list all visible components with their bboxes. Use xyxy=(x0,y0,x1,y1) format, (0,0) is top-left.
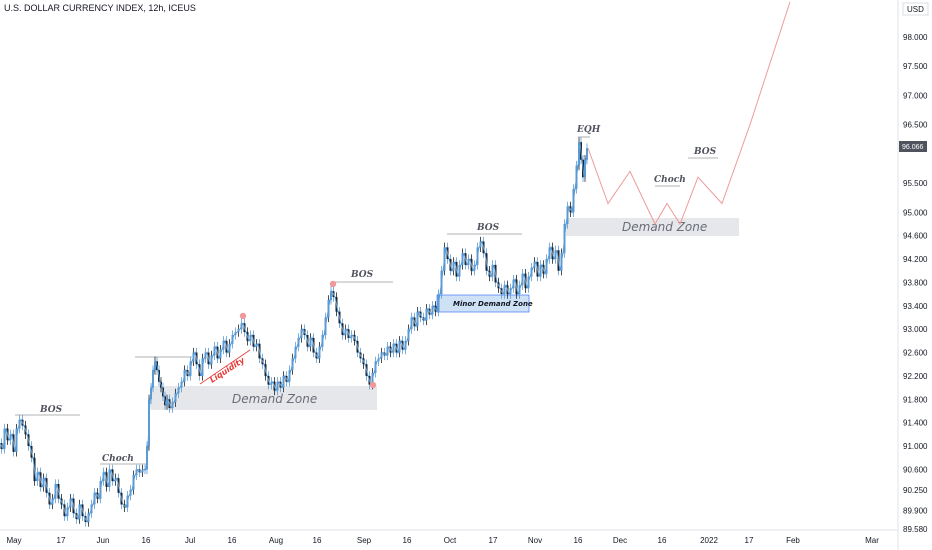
eqh-label: EQH xyxy=(576,125,601,135)
current-price-tag: 96.066 xyxy=(902,144,924,151)
time-tick-label: Mar xyxy=(865,536,879,545)
price-tick-label: 89.900 xyxy=(903,506,928,515)
time-tick-label: 16 xyxy=(574,536,583,545)
chart-title: U.S. DOLLAR CURRENCY INDEX, 12h, ICEUS xyxy=(4,3,196,13)
time-tick-label: 16 xyxy=(313,536,322,545)
price-tick-label: 90.250 xyxy=(903,486,928,495)
price-axis[interactable]: 98.000 97.500 97.000 96.500 95.500 95.000 94.6… xyxy=(903,33,928,534)
liquidity-trendline[interactable] xyxy=(199,349,251,385)
bos-label-2: BOS xyxy=(350,270,374,280)
price-tick-label: 90.600 xyxy=(903,465,928,474)
price-tick-label: 91.800 xyxy=(903,395,928,404)
time-tick-label: Jul xyxy=(185,536,195,545)
minor-demand-zone-label: Minor Demand Zone xyxy=(453,300,533,308)
projection-series[interactable] xyxy=(587,1,791,226)
price-tick-label: 97.000 xyxy=(903,91,928,100)
time-tick-label: May xyxy=(6,536,21,545)
price-tick-label: 92.600 xyxy=(903,349,928,358)
minor-demand-zone[interactable] xyxy=(436,294,530,313)
time-tick-label: Oct xyxy=(444,536,457,545)
swing-high-marker xyxy=(239,312,247,320)
time-tick-label: Feb xyxy=(786,536,800,545)
price-tick-label: 95.500 xyxy=(903,179,928,188)
demand-zone-2[interactable] xyxy=(566,218,739,236)
time-tick-label: Nov xyxy=(528,536,542,545)
price-tick-label: 96.500 xyxy=(903,121,928,130)
price-tick-label: 97.500 xyxy=(903,62,928,71)
price-tick-label: 98.000 xyxy=(903,33,928,42)
time-tick-label: 16 xyxy=(142,536,151,545)
time-tick-label: Jun xyxy=(97,536,110,545)
bos-label-4: BOS xyxy=(693,147,717,157)
time-tick-label: Sep xyxy=(357,536,372,545)
time-tick-label: Aug xyxy=(269,536,283,545)
price-series xyxy=(0,142,589,524)
sweep-low-marker xyxy=(369,381,377,389)
bos-label-1: BOS xyxy=(39,405,63,415)
price-tick-label: 93.400 xyxy=(903,302,928,311)
time-tick-label: Dec xyxy=(613,536,627,545)
currency-label: USD xyxy=(907,5,924,14)
price-tick-label: 91.400 xyxy=(903,419,928,428)
time-tick-label: 16 xyxy=(228,536,237,545)
price-tick-label: 92.200 xyxy=(903,372,928,381)
price-tick-label: 93.000 xyxy=(903,325,928,334)
choch-label-2: Choch xyxy=(654,175,686,185)
choch-label-1: Choch xyxy=(102,454,134,464)
currency-badge[interactable] xyxy=(902,2,929,16)
price-tag-bg xyxy=(899,141,927,152)
price-tick-label: 94.200 xyxy=(903,255,928,264)
time-tick-label: 2022 xyxy=(700,536,718,545)
demand-zone-2-label: Demand Zone xyxy=(622,220,707,234)
time-tick-label: 17 xyxy=(489,536,498,545)
price-tick-label: 94.600 xyxy=(903,232,928,241)
time-axis[interactable]: May 17 Jun 16 Jul 16 Aug 16 Sep 16 Oct 17 Nov 16 Dec 16… xyxy=(6,536,879,545)
time-tick-label: 17 xyxy=(745,536,754,545)
price-tick-label: 95.000 xyxy=(903,208,928,217)
bos-high-marker xyxy=(329,280,337,288)
demand-zone-1[interactable] xyxy=(151,386,377,410)
time-tick-label: 16 xyxy=(403,536,412,545)
price-tick-label: 93.800 xyxy=(903,278,928,287)
time-tick-label: 16 xyxy=(658,536,667,545)
time-tick-label: 17 xyxy=(57,536,66,545)
price-tick-label: 89.580 xyxy=(903,525,928,534)
bos-label-3: BOS xyxy=(476,223,500,233)
demand-zone-1-label: Demand Zone xyxy=(232,392,317,406)
price-tick-label: 91.000 xyxy=(903,442,928,451)
